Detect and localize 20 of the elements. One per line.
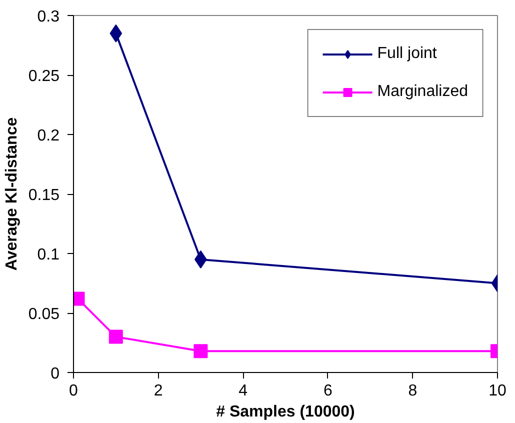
point <box>194 344 208 358</box>
y-tick-label: 0.25 <box>28 68 60 85</box>
x-tick-label: 0 <box>69 382 78 400</box>
y-tick-label: 0.2 <box>37 128 60 144</box>
point <box>108 330 123 344</box>
x-axis-title: # Samples (10000) <box>216 404 355 420</box>
y-tick-label: 0.05 <box>28 306 60 323</box>
legend-label: Marginalized <box>377 83 468 101</box>
x-tick-label: 4 <box>238 382 248 400</box>
y-tick-label: 0 <box>50 366 60 382</box>
x-tick-label: 2 <box>154 382 163 400</box>
x-tick-label: 6 <box>323 382 332 400</box>
y-tick-label: 0.15 <box>28 187 60 204</box>
y-tick-label: 0.1 <box>37 246 60 264</box>
x-tick-label: 8 <box>408 382 418 400</box>
y-axis-title: Average Kl-distance <box>3 117 20 271</box>
y-tick-label: 0.3 <box>37 8 60 26</box>
point <box>110 24 122 42</box>
legend-label: Full joint <box>377 45 437 63</box>
x-tick-label: 10 <box>488 382 506 400</box>
